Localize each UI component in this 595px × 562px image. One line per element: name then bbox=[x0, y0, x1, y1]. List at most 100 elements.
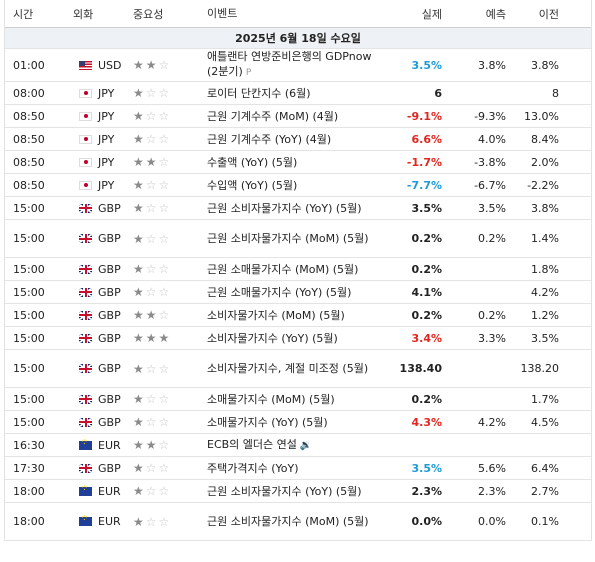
previous-value: 3.5% bbox=[531, 331, 559, 345]
importance-rating: ★ ☆ ☆ bbox=[125, 485, 199, 497]
table-row[interactable]: 15:00 GBP ★ ☆ ☆ 소매물가지수 (MoM) (5월) 0.2% 1.7% bbox=[5, 388, 591, 411]
event-name-link[interactable]: 수입액 (YoY) (5월) bbox=[207, 178, 298, 192]
event-name-link[interactable]: 근원 기계수주 (MoM) (4월) bbox=[207, 109, 339, 123]
flag-gbp-icon bbox=[79, 310, 92, 320]
event-cell: 소비자물가지수 (YoY) (5월) bbox=[199, 331, 375, 346]
table-row[interactable]: 08:50 JPY ★ ☆ ☆ 근원 기계수주 (YoY) (4월) 6.6% 4.0% 8.4… bbox=[5, 128, 591, 151]
event-name-link[interactable]: 소매물가지수 (MoM) (5월) bbox=[207, 392, 335, 406]
header-actual[interactable]: 실제 bbox=[421, 7, 442, 21]
star-filled-icon: ★ bbox=[133, 438, 144, 452]
currency-code: GBP bbox=[98, 415, 121, 429]
star-empty-icon: ☆ bbox=[145, 514, 157, 529]
event-name-link[interactable]: 근원 소비자물가지수 (MoM) (5월) bbox=[207, 232, 369, 245]
header-previous[interactable]: 이전 bbox=[538, 7, 559, 21]
flag-jpy-icon bbox=[79, 180, 92, 190]
currency-code: GBP bbox=[98, 232, 121, 245]
table-row[interactable]: 15:00 GBP ★ ☆ ☆ 근원 소매물가지수 (YoY) (5월) 4.1% 4.2% bbox=[5, 281, 591, 304]
header-time[interactable]: 시간 bbox=[13, 7, 34, 21]
event-time: 15:00 bbox=[13, 308, 45, 322]
event-name-link[interactable]: 로이터 단칸지수 (6월) bbox=[207, 86, 311, 100]
importance-rating: ★ ☆ ☆ bbox=[125, 263, 199, 275]
event-cell: 로이터 단칸지수 (6월) bbox=[199, 86, 375, 101]
event-name-link[interactable]: 애틀랜타 연방준비은행의 GDPnow (2분기) bbox=[207, 50, 372, 78]
star-empty-icon: ☆ bbox=[158, 262, 170, 276]
flag-gbp-icon bbox=[79, 394, 92, 404]
forecast-value: 5.6% bbox=[478, 461, 506, 475]
actual-value: 3.5% bbox=[411, 461, 442, 475]
event-currency: JPY bbox=[65, 87, 125, 100]
event-time: 15:00 bbox=[13, 262, 45, 276]
actual-value: 3.4% bbox=[411, 331, 442, 345]
table-row[interactable]: 15:00 GBP ★ ★ ★ 소비자물가지수 (YoY) (5월) 3.4% 3.3% 3.5… bbox=[5, 327, 591, 350]
star-empty-icon: ☆ bbox=[145, 178, 157, 192]
table-row[interactable]: 16:30EUR★★☆ECB의 엘더슨 연설🔉 bbox=[5, 434, 591, 457]
event-name-link[interactable]: 근원 소비자물가지수 (YoY) (5월) bbox=[207, 484, 362, 498]
header-currency[interactable]: 외화 bbox=[73, 7, 94, 21]
event-name-link[interactable]: 근원 소매물가지수 (YoY) (5월) bbox=[207, 285, 352, 299]
event-currency: JPY bbox=[65, 133, 125, 146]
event-name-link[interactable]: 근원 소매물가지수 (MoM) (5월) bbox=[207, 262, 359, 276]
table-header: 시간 외화 중요성 이벤트 실제 예측 이전 bbox=[5, 0, 591, 28]
event-name-link[interactable]: 소비자물가지수, 계절 미조정 (5월) bbox=[207, 362, 369, 375]
star-filled-icon: ★ bbox=[133, 86, 144, 100]
event-name-link[interactable]: 소비자물가지수 (MoM) (5월) bbox=[207, 308, 345, 322]
star-empty-icon: ☆ bbox=[158, 86, 170, 100]
event-time: 08:50 bbox=[13, 109, 45, 123]
table-row[interactable]: 08:00 JPY ★ ☆ ☆ 로이터 단칸지수 (6월) 6 8 bbox=[5, 82, 591, 105]
currency-code: GBP bbox=[98, 362, 121, 375]
event-cell: 애틀랜타 연방준비은행의 GDPnow (2분기) P bbox=[199, 49, 375, 81]
header-event[interactable]: 이벤트 bbox=[207, 7, 238, 20]
table-row[interactable]: 18:00EUR★☆☆근원 소비자물가지수 (MoM) (5월)0.0%0.0%… bbox=[5, 503, 591, 541]
flag-gbp-icon bbox=[79, 417, 92, 427]
event-name-link[interactable]: 주택가격지수 (YoY) bbox=[207, 461, 299, 475]
table-row[interactable]: 08:50 JPY ★ ☆ ☆ 수입액 (YoY) (5월) -7.7% -6.7% -2.2% bbox=[5, 174, 591, 197]
forecast-value: 2.3% bbox=[478, 484, 506, 498]
star-empty-icon: ☆ bbox=[158, 231, 170, 246]
importance-rating: ★ ☆ ☆ bbox=[125, 110, 199, 122]
table-row[interactable]: 15:00 GBP ★ ☆ ☆ 소비자물가지수, 계절 미조정 (5월) 138.40 138… bbox=[5, 350, 591, 388]
star-filled-icon: ★ bbox=[145, 308, 157, 322]
table-row[interactable]: 08:50 JPY ★ ★ ☆ 수출액 (YoY) (5월) -1.7% -3.8% 2.0% bbox=[5, 151, 591, 174]
table-row[interactable]: 15:00 GBP ★ ★ ☆ 소비자물가지수 (MoM) (5월) 0.2% 0.2% 1.2… bbox=[5, 304, 591, 327]
event-name-link[interactable]: 근원 소비자물가지수 (MoM) (5월) bbox=[207, 515, 369, 528]
star-empty-icon: ☆ bbox=[145, 86, 157, 100]
event-name-link[interactable]: 수출액 (YoY) (5월) bbox=[207, 155, 298, 169]
header-forecast[interactable]: 예측 bbox=[485, 7, 506, 21]
star-empty-icon: ☆ bbox=[158, 484, 170, 498]
star-empty-icon: ☆ bbox=[145, 132, 157, 146]
table-row[interactable]: 15:00 GBP ★ ☆ ☆ 근원 소비자물가지수 (YoY) (5월) 3.5% 3.5%… bbox=[5, 197, 591, 220]
event-name-link[interactable]: ECB의 엘더슨 연설 bbox=[207, 438, 297, 451]
table-row[interactable]: 15:00 GBP ★ ☆ ☆ 근원 소매물가지수 (MoM) (5월) 0.2% 1.8% bbox=[5, 258, 591, 281]
table-row[interactable]: 08:50 JPY ★ ☆ ☆ 근원 기계수주 (MoM) (4월) -9.1% -9.3% 1… bbox=[5, 105, 591, 128]
event-time: 18:00 bbox=[13, 484, 45, 498]
event-name-link[interactable]: 근원 소비자물가지수 (YoY) (5월) bbox=[207, 201, 362, 215]
event-currency: JPY bbox=[65, 179, 125, 192]
event-name-link[interactable]: 근원 기계수주 (YoY) (4월) bbox=[207, 132, 332, 146]
event-currency: JPY bbox=[65, 110, 125, 123]
table-row[interactable]: 01:00 USD ★ ★ ☆ 애틀랜타 연방준비은행의 GDPnow (2분기) P 3.5… bbox=[5, 49, 591, 82]
importance-rating: ★ ☆ ☆ bbox=[125, 416, 199, 428]
table-row[interactable]: 15:00 GBP ★ ☆ ☆ 소매물가지수 (YoY) (5월) 4.3% 4.2% 4.5% bbox=[5, 411, 591, 434]
star-filled-icon: ★ bbox=[133, 201, 144, 215]
previous-value: 0.1% bbox=[531, 515, 559, 528]
table-row[interactable]: 17:30 GBP ★ ☆ ☆ 주택가격지수 (YoY) 3.5% 5.6% 6.4% bbox=[5, 457, 591, 480]
date-label: 2025년 6월 18일 수요일 bbox=[235, 32, 361, 45]
event-cell: 근원 소비자물가지수 (MoM) (5월) bbox=[199, 231, 375, 246]
event-name-link[interactable]: 소비자물가지수 (YoY) (5월) bbox=[207, 331, 338, 345]
previous-value: 3.8% bbox=[531, 58, 559, 72]
event-name-link[interactable]: 소매물가지수 (YoY) (5월) bbox=[207, 415, 328, 429]
event-cell: 수입액 (YoY) (5월) bbox=[199, 178, 375, 193]
forecast-value: -3.8% bbox=[474, 155, 506, 169]
currency-code: EUR bbox=[98, 515, 121, 528]
actual-value: 0.2% bbox=[411, 232, 442, 245]
header-importance[interactable]: 중요성 bbox=[133, 7, 164, 21]
actual-value: -1.7% bbox=[406, 155, 442, 169]
flag-jpy-icon bbox=[79, 88, 92, 98]
importance-rating: ★ ★ ★ bbox=[125, 332, 199, 344]
currency-code: JPY bbox=[98, 155, 115, 169]
table-row[interactable]: 18:00EUR★☆☆근원 소비자물가지수 (YoY) (5월)2.3%2.3%… bbox=[5, 480, 591, 503]
flag-gbp-icon bbox=[79, 463, 92, 473]
previous-value: 13.0% bbox=[524, 109, 559, 123]
table-row[interactable]: 15:00 GBP ★ ☆ ☆ 근원 소비자물가지수 (MoM) (5월) 0.2% 0.2%… bbox=[5, 220, 591, 258]
previous-value: 1.8% bbox=[531, 262, 559, 276]
